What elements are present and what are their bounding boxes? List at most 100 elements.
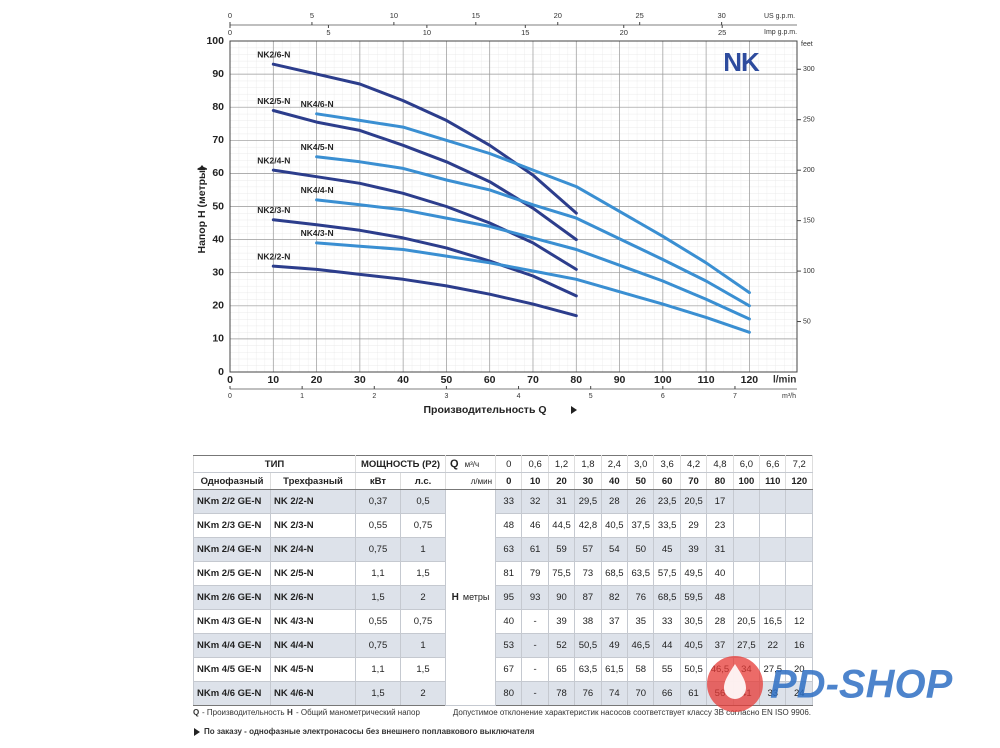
x2-unit: m³/h (782, 393, 796, 400)
q-m3h: 3,6 (653, 455, 681, 473)
head-value: 40 (706, 561, 734, 586)
y-title-arrow (198, 165, 206, 170)
three-phase-model: NK 2/6-N (270, 585, 356, 610)
power-kw: 1,1 (355, 561, 401, 586)
head-value: 53 (495, 633, 523, 658)
head-value: 23 (706, 513, 734, 538)
power-hp: 1 (399, 633, 447, 658)
head-value: 37 (706, 633, 734, 658)
empty-cell (759, 513, 787, 538)
head-value: 46 (521, 513, 549, 538)
power-hp: 0,75 (399, 609, 447, 634)
head-value: 76 (627, 585, 655, 610)
head-value: 33,5 (653, 513, 681, 538)
power-hp: 0,5 (399, 489, 447, 514)
head-value: 63 (495, 537, 523, 562)
curve-label: NK4/5-N (301, 142, 334, 152)
head-value: 37 (600, 609, 629, 634)
power-hp: 1,5 (399, 657, 447, 682)
x-tick-label: 90 (614, 374, 626, 386)
power-hp: 1,5 (399, 561, 447, 586)
empty-cell (732, 513, 761, 538)
pump-curve (315, 198, 751, 321)
head-value: - (521, 633, 549, 658)
empty-cell (785, 561, 813, 586)
q-m3h: 0 (495, 455, 523, 473)
q-m3h: 3,0 (627, 455, 655, 473)
head-value: 27,5 (759, 657, 787, 682)
empty-cell (732, 585, 761, 610)
head-value: 68,5 (653, 585, 681, 610)
head-value: 61 (679, 681, 708, 706)
head-value: 48 (495, 513, 523, 538)
empty-cell (732, 537, 761, 562)
power-kw: 0,75 (355, 537, 401, 562)
power-hp: 1 (399, 537, 447, 562)
x4-tick-label: 0 (228, 28, 232, 37)
head-value: 50 (627, 537, 655, 562)
empty-cell (785, 537, 813, 562)
x-tick-label: 100 (654, 374, 672, 386)
x-tick-label: 20 (311, 374, 323, 386)
y-tick-label: 40 (212, 233, 224, 245)
x-tick-label: 40 (397, 374, 409, 386)
hp-header: л.с. (399, 472, 447, 490)
empty-cell (759, 537, 787, 562)
head-value: 37,5 (627, 513, 655, 538)
empty-cell (732, 561, 761, 586)
head-value: 59,5 (679, 585, 708, 610)
head-value: 50,5 (679, 657, 708, 682)
q-lmin: 50 (627, 472, 655, 490)
head-value: 16,5 (759, 609, 787, 634)
x-tick-label: 50 (441, 374, 453, 386)
empty-cell (785, 513, 813, 538)
three-phase-model: NK 4/6-N (270, 681, 356, 706)
type-header: ТИП (193, 455, 356, 473)
head-value: 61,5 (600, 657, 629, 682)
head-value: 33 (653, 609, 681, 634)
h-symbol: H (287, 708, 293, 717)
q-lmin: 30 (574, 472, 602, 490)
x2-tick-label: 0 (228, 393, 232, 400)
curve-label: NK4/4-N (301, 185, 334, 195)
head-value: 67 (495, 657, 523, 682)
data-row: NKm 2/3 GE-N NK 2/3-N 0,55 0,75 48 46 44,5 42,8… (193, 513, 813, 538)
data-row: NKm 4/5 GE-N NK 4/5-N 1,1 1,5 67-65 63,5 61,5 5… (193, 657, 813, 682)
y-tick-label: 0 (218, 366, 224, 378)
pump-curve (315, 241, 751, 334)
q-m3h: 1,2 (547, 455, 576, 473)
power-kw: 1,5 (355, 585, 401, 610)
pump-curve (271, 264, 578, 318)
q-m3h: 4,2 (679, 455, 708, 473)
power-kw: 0,37 (355, 489, 401, 514)
data-row: NKm 2/5 GE-N NK 2/5-N 1,1 1,5 81 79 75,5 73 68,5… (193, 561, 813, 586)
empty-cell (759, 561, 787, 586)
power-kw: 1,1 (355, 657, 401, 682)
single-phase-model: NKm 2/6 GE-N (193, 585, 271, 610)
head-value: 57 (574, 537, 602, 562)
pump-curve (271, 218, 578, 298)
q-lmin: 110 (759, 472, 787, 490)
y-tick-label: 20 (212, 300, 224, 312)
head-value: 66 (653, 681, 681, 706)
power-kw: 1,5 (355, 681, 401, 706)
three-phase-model: NK 4/3-N (270, 609, 356, 634)
h-symbol: H (451, 592, 459, 603)
head-value: 87 (574, 585, 602, 610)
head-value: 55 (653, 657, 681, 682)
head-value: 44 (653, 633, 681, 658)
head-value: 54 (600, 537, 629, 562)
y-tick-label: 100 (206, 35, 224, 47)
head-value: 26 (627, 489, 655, 514)
head-value: - (521, 609, 549, 634)
tolerance-note: Допустимое отклонение характеристик насо… (453, 708, 811, 717)
single-phase-model: NKm 2/2 GE-N (193, 489, 271, 514)
head-value: 48 (706, 585, 734, 610)
head-value: 56 (706, 681, 734, 706)
head-value: 49 (600, 633, 629, 658)
head-value: - (521, 657, 549, 682)
power-kw: 0,55 (355, 609, 401, 634)
